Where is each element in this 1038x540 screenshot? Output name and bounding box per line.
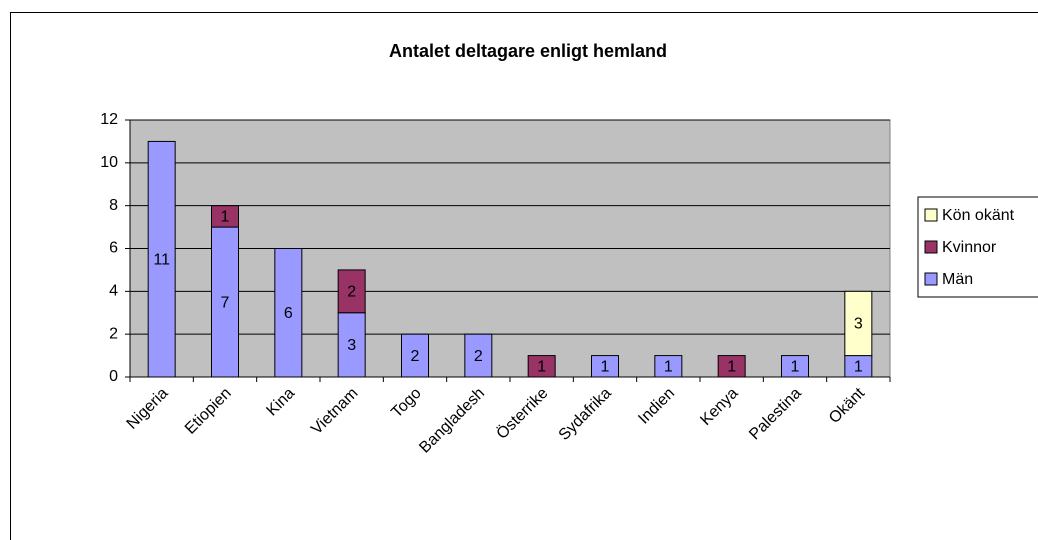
bar-segment: [654, 355, 683, 378]
chart-title: Antalet deltagare enligt hemland: [389, 41, 667, 61]
y-tick-label: 8: [109, 197, 118, 214]
data-label: 1: [727, 359, 736, 376]
data-label: 6: [284, 305, 293, 322]
legend-label: Män: [942, 271, 973, 288]
bar-segment: [274, 248, 303, 378]
bar-segment: [147, 140, 176, 378]
bar-segment: [781, 355, 809, 378]
bar-segment: [717, 355, 746, 378]
bar-segment: [591, 355, 619, 378]
bar-segment: [211, 205, 239, 228]
data-label: 1: [854, 359, 863, 376]
data-label: 3: [854, 316, 863, 333]
bar-segment: [211, 226, 239, 378]
data-label: 3: [347, 337, 356, 354]
bar-segment: [337, 312, 366, 378]
legend: [917, 196, 1038, 298]
data-label: 1: [221, 209, 230, 226]
y-tick-label: 6: [109, 240, 118, 257]
data-label: 1: [537, 359, 546, 376]
data-label: 1: [791, 359, 800, 376]
bar-segment: [844, 290, 873, 357]
data-label: 2: [474, 348, 483, 365]
data-label: 2: [347, 284, 356, 301]
y-tick-label: 12: [100, 111, 118, 128]
legend-swatch: [924, 208, 938, 222]
y-tick-label: 4: [109, 283, 118, 300]
legend-swatch: [924, 240, 938, 254]
legend-swatch: [924, 272, 938, 286]
legend-label: Kön okänt: [942, 207, 1015, 224]
y-tick-label: 10: [100, 154, 118, 171]
bar-segment: [527, 355, 556, 378]
data-label: 1: [601, 359, 610, 376]
data-label: 1: [664, 359, 673, 376]
y-tick-label: 0: [109, 368, 118, 385]
legend-label: Kvinnor: [942, 239, 997, 256]
data-label: 2: [411, 348, 420, 365]
bar-segment: [464, 333, 493, 378]
data-label: 11: [153, 251, 170, 268]
data-label: 7: [221, 294, 230, 311]
y-tick-label: 2: [109, 325, 118, 342]
bar-segment: [401, 333, 429, 378]
bar-segment: [337, 269, 366, 314]
